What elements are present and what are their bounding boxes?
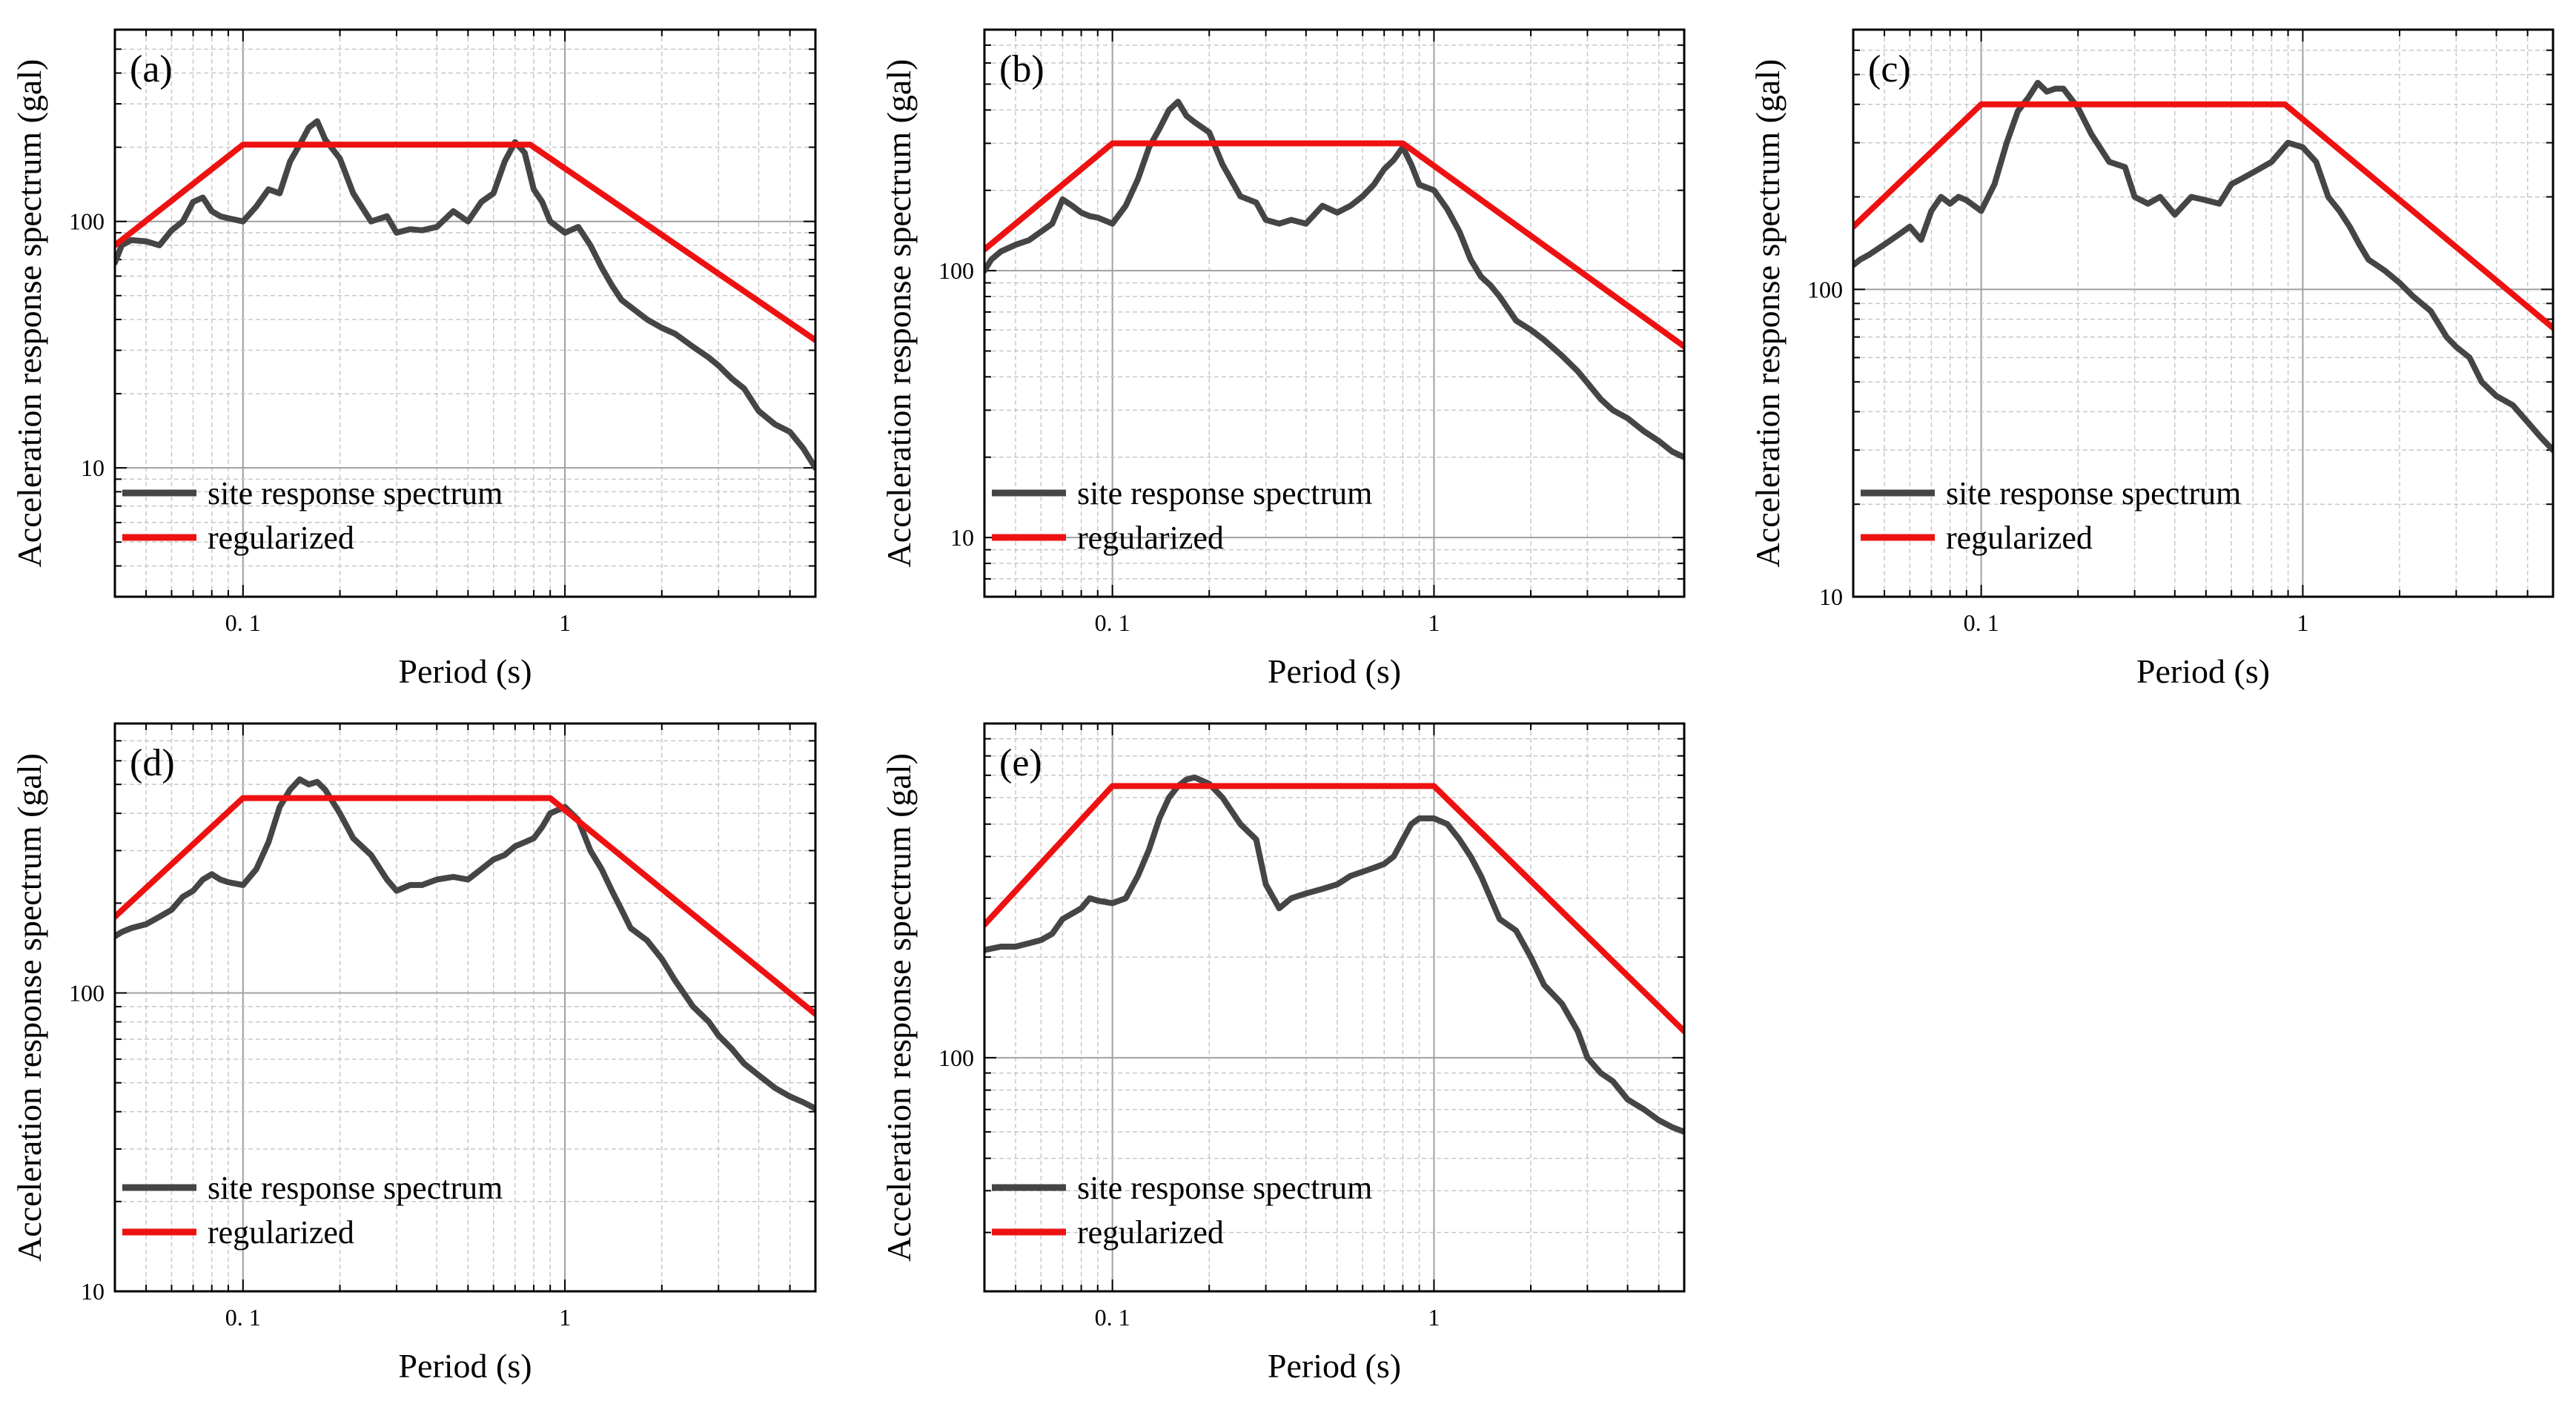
plot-frame <box>113 722 817 1293</box>
x-tick-label: 1 <box>1428 1304 1440 1331</box>
y-tick-label: 100 <box>69 208 105 235</box>
x-axis-label: Period (s) <box>1268 1347 1401 1385</box>
x-tick-label: 0. 1 <box>1095 1304 1130 1331</box>
x-tick-label: 0. 1 <box>225 609 261 636</box>
plot-frame <box>983 28 1686 598</box>
y-tick-label: 10 <box>1819 583 1843 610</box>
legend-label-regularized: regularized <box>1077 520 1224 556</box>
y-tick-label: 100 <box>1807 276 1843 302</box>
y-tick-label: 10 <box>950 524 974 551</box>
legend-label-site: site response spectrum <box>208 475 503 511</box>
y-axis-label: Acceleration response spectrum (gal) <box>10 59 48 568</box>
x-tick-label: 0. 1 <box>1095 609 1130 636</box>
legend-label-site: site response spectrum <box>1077 1170 1372 1206</box>
legend-label-regularized: regularized <box>1077 1214 1224 1251</box>
panel-label: (c) <box>1868 48 1911 90</box>
legend-label-regularized: regularized <box>1946 520 2093 556</box>
panel-label: (a) <box>130 48 173 90</box>
regularized-line <box>1853 101 2553 331</box>
plot-frame <box>113 28 817 598</box>
panel-2: (c) 0. 1 1 10 100 Period (s) Acceleration resp… <box>1749 28 2555 690</box>
panel-label: (e) <box>999 742 1042 784</box>
x-tick-label: 0. 1 <box>1964 609 1999 636</box>
y-tick-label: 100 <box>938 1044 974 1071</box>
plot-frame <box>983 722 1686 1293</box>
y-tick-label: 10 <box>81 1278 105 1305</box>
legend-label-regularized: regularized <box>208 520 354 556</box>
plot-frame <box>1852 28 2555 598</box>
x-tick-label: 1 <box>559 609 571 636</box>
panel-4: (e) 0. 1 1 100 Period (s) Acceleration respon… <box>880 722 1686 1385</box>
panel-label: (d) <box>130 742 175 784</box>
panel-0: (a) 0. 1 1 10 100 Period (s) Acceleration resp… <box>10 28 817 690</box>
y-tick-label: 100 <box>69 979 105 1006</box>
x-tick-label: 0. 1 <box>225 1304 261 1331</box>
site-response-line <box>115 776 815 1112</box>
legend-label-regularized: regularized <box>208 1214 354 1251</box>
site-response-line <box>984 774 1684 1135</box>
x-axis-label: Period (s) <box>1268 652 1401 690</box>
panel-label: (b) <box>999 48 1044 90</box>
y-axis-label: Acceleration response spectrum (gal) <box>880 753 918 1262</box>
x-tick-label: 1 <box>1428 609 1440 636</box>
regularized-line <box>115 795 815 1017</box>
x-tick-label: 1 <box>559 1304 571 1331</box>
legend-label-site: site response spectrum <box>1946 475 2241 511</box>
panel-1: (b) 0. 1 1 10 100 Period (s) Acceleration resp… <box>880 28 1686 690</box>
y-axis-label: Acceleration response spectrum (gal) <box>880 59 918 568</box>
site-response-line <box>1853 79 2553 454</box>
legend-label-site: site response spectrum <box>1077 475 1372 511</box>
y-axis-label: Acceleration response spectrum (gal) <box>1749 59 1787 568</box>
regularized-line <box>115 142 815 343</box>
y-axis-label: Acceleration response spectrum (gal) <box>10 753 48 1262</box>
regularized-line <box>984 140 1684 350</box>
x-axis-label: Period (s) <box>398 1347 532 1385</box>
site-response-line <box>115 118 815 471</box>
y-tick-label: 100 <box>938 257 974 284</box>
x-axis-label: Period (s) <box>2136 652 2270 690</box>
x-axis-label: Period (s) <box>398 652 532 690</box>
x-tick-label: 1 <box>2297 609 2308 636</box>
panel-3: (d) 0. 1 1 10 100 Period (s) Acceleration resp… <box>10 722 817 1385</box>
regularized-line <box>984 783 1684 1035</box>
legend-label-site: site response spectrum <box>208 1170 503 1206</box>
site-response-line <box>984 99 1684 460</box>
y-tick-label: 10 <box>81 454 105 481</box>
